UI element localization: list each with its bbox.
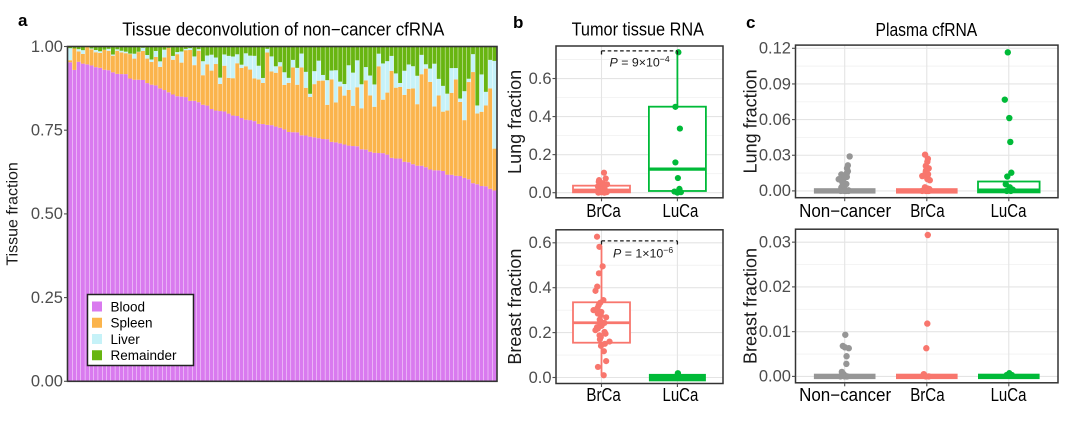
svg-text:0.6: 0.6 [529,70,552,88]
svg-text:0.0: 0.0 [529,369,552,387]
svg-text:LuCa: LuCa [991,201,1028,221]
svg-text:0.12: 0.12 [759,40,791,58]
svg-text:Breast fraction: Breast fraction [505,249,525,365]
svg-text:LuCa: LuCa [663,385,700,405]
svg-text:1.00: 1.00 [31,38,63,56]
svg-text:0.03: 0.03 [759,147,791,165]
svg-text:c: c [746,13,755,32]
svg-text:Remainder: Remainder [111,348,178,363]
svg-text:a: a [18,11,28,30]
svg-text:0.2: 0.2 [529,146,552,164]
svg-text:0.4: 0.4 [529,279,552,297]
svg-text:BrCa: BrCa [586,201,621,221]
svg-text:0.00: 0.00 [759,368,791,386]
svg-text:0.4: 0.4 [529,108,552,126]
svg-text:Breast fraction: Breast fraction [741,248,761,364]
svg-text:BrCa: BrCa [586,385,621,405]
svg-text:0.00: 0.00 [31,373,63,391]
svg-text:Tissue fraction: Tissue fraction [5,162,22,265]
svg-text:LuCa: LuCa [663,201,700,221]
svg-text:Lung fraction: Lung fraction [741,69,761,173]
svg-text:b: b [513,13,523,32]
svg-text:0.2: 0.2 [529,324,552,342]
svg-text:BrCa: BrCa [910,201,945,221]
svg-text:0.06: 0.06 [759,111,791,129]
svg-text:0.50: 0.50 [31,205,63,223]
svg-text:0.02: 0.02 [759,278,791,296]
svg-text:0.01: 0.01 [759,323,791,341]
svg-text:0.25: 0.25 [31,289,63,307]
svg-text:Spleen: Spleen [111,316,153,331]
svg-text:0.75: 0.75 [31,122,63,140]
svg-text:Blood: Blood [111,299,146,314]
svg-text:Liver: Liver [111,332,141,347]
svg-text:Non−cancer: Non−cancer [799,201,891,221]
svg-text:0.0: 0.0 [529,184,552,202]
svg-text:0.03: 0.03 [759,233,791,251]
svg-text:BrCa: BrCa [910,385,945,405]
svg-text:0.6: 0.6 [529,234,552,252]
svg-text:Tumor tissue RNA: Tumor tissue RNA [572,20,704,40]
svg-text:Tissue deconvolution of non−ca: Tissue deconvolution of non−cancer cfRNA [122,19,444,39]
svg-text:Plasma cfRNA: Plasma cfRNA [876,20,978,40]
svg-text:Non−cancer: Non−cancer [799,385,891,405]
svg-text:Lung fraction: Lung fraction [505,70,525,174]
svg-text:0.00: 0.00 [759,182,791,200]
svg-text:LuCa: LuCa [991,385,1028,405]
svg-text:0.09: 0.09 [759,75,791,93]
